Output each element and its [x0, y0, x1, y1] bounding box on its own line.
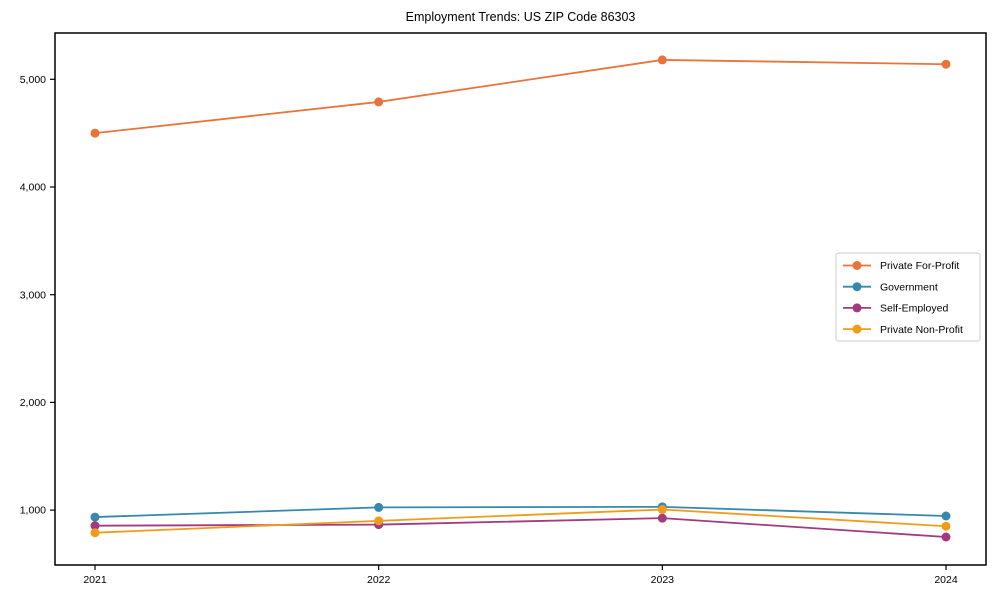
data-point-private-for-profit	[374, 97, 384, 107]
x-axis-tick-label: 2021	[83, 574, 107, 586]
series-line-self-employed	[94, 517, 947, 538]
series-line-private-for-profit	[94, 59, 947, 135]
x-axis-tick-label: 2024	[934, 574, 958, 586]
data-point-private-non-profit	[941, 521, 951, 531]
y-axis-tick-label: 5,000	[20, 74, 46, 86]
legend: Private For-Profit Government Self-Employe…	[835, 252, 981, 342]
legend-item-government: Government	[843, 281, 938, 293]
data-point-private-non-profit	[90, 528, 100, 538]
series-line-private-non-profit	[94, 508, 947, 534]
data-point-private-non-profit	[374, 516, 384, 526]
legend-marker-swatch	[852, 324, 862, 334]
legend-item-self-employed: Self-Employed	[843, 303, 948, 315]
data-point-private-for-profit	[941, 59, 951, 69]
axes-frame	[54, 32, 987, 566]
chart-title: Employment Trends: US ZIP Code 86303	[405, 10, 636, 24]
legend-item-private-non-profit: Private Non-Profit	[843, 324, 963, 336]
legend-marker-swatch	[852, 261, 862, 270]
legend-label: Private For-Profit	[880, 260, 959, 272]
data-point-self-employed	[90, 521, 100, 531]
legend-marker-swatch	[852, 303, 862, 313]
legend-label: Government	[880, 281, 938, 293]
legend-label: Self-Employed	[880, 303, 948, 315]
legend-box	[835, 252, 981, 342]
data-point-self-employed	[657, 513, 667, 523]
data-point-government	[374, 502, 384, 512]
y-axis: 1,000 2,000 3,000 4,000 5,000	[20, 74, 55, 517]
data-point-government	[90, 512, 100, 522]
series-private-for-profit	[90, 55, 951, 138]
x-axis-tick-label: 2023	[651, 574, 675, 586]
data-point-government	[941, 511, 951, 521]
data-point-private-for-profit	[90, 128, 100, 138]
y-axis-tick-label: 2,000	[20, 397, 46, 409]
x-axis-tick-label: 2022	[367, 574, 391, 586]
x-axis: 2021 2022 2023 2024	[83, 565, 958, 586]
legend-marker-swatch	[852, 282, 862, 292]
y-axis-tick-label: 4,000	[20, 182, 46, 194]
y-axis-tick-label: 3,000	[20, 289, 46, 301]
y-axis-tick-label: 1,000	[20, 505, 46, 517]
series-private-non-profit	[90, 505, 951, 538]
legend-label: Private Non-Profit	[880, 324, 963, 336]
series-line-government	[94, 505, 947, 518]
data-point-private-non-profit	[657, 505, 667, 515]
data-point-self-employed	[941, 532, 951, 542]
data-point-private-for-profit	[657, 55, 667, 65]
legend-item-private-for-profit: Private For-Profit	[843, 260, 959, 272]
